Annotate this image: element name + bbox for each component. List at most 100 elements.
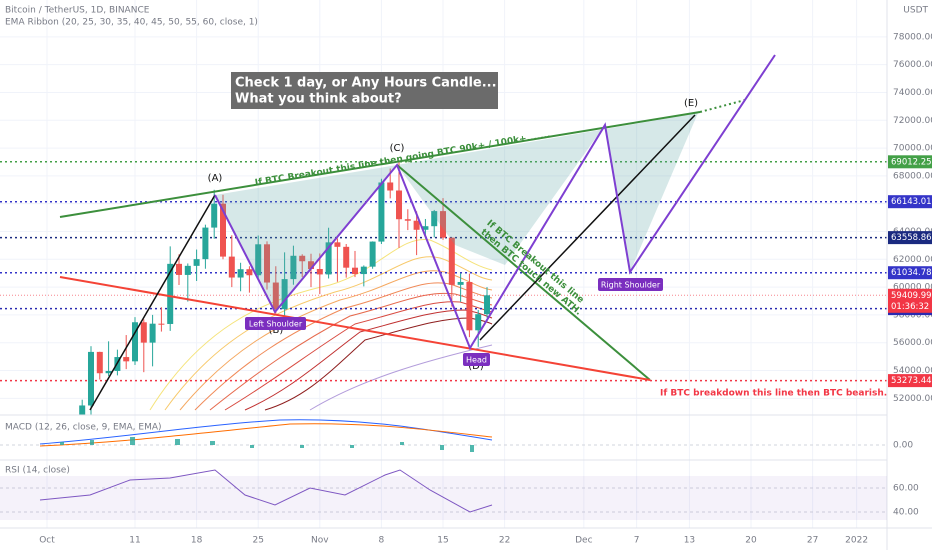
candle-body bbox=[352, 267, 359, 275]
y-tick-label: 52000.00 bbox=[893, 394, 932, 404]
trend-line bbox=[59, 276, 651, 381]
candle-body bbox=[87, 351, 94, 406]
y-tick-label: 0.00 bbox=[893, 441, 913, 451]
price-label: 53273.44 bbox=[891, 376, 932, 386]
candle-body bbox=[308, 261, 315, 270]
line-note: then BTC touch new ATH. bbox=[478, 228, 583, 318]
x-tick-label: 13 bbox=[684, 536, 695, 546]
label-text: Head bbox=[466, 356, 487, 365]
candle-body bbox=[140, 322, 147, 343]
y-tick-label: 54000.00 bbox=[893, 366, 932, 376]
candle-body bbox=[184, 265, 191, 275]
label-box bbox=[463, 353, 490, 366]
pattern-line bbox=[214, 54, 776, 351]
candle-body bbox=[281, 279, 288, 310]
candle-body bbox=[105, 370, 112, 374]
x-tick-label: 20 bbox=[745, 536, 757, 546]
label-box bbox=[598, 278, 663, 291]
candle-body bbox=[475, 314, 482, 331]
label-text: Left Shoulder bbox=[249, 320, 303, 329]
candle-body bbox=[369, 241, 376, 267]
price-label-box bbox=[888, 288, 932, 313]
point-label: (A) bbox=[208, 173, 223, 184]
indicator-label: MACD (12, 26, close, 9, EMA, EMA) bbox=[5, 423, 162, 433]
price-label-box bbox=[888, 266, 932, 280]
price-label: 66143.01 bbox=[891, 197, 932, 207]
price-label: 59409.99 bbox=[891, 291, 932, 301]
x-tick-label: Oct bbox=[39, 536, 55, 546]
axes: 52000.00 54000.00 56000.00 58000.00 60000.00… bbox=[39, 32, 932, 546]
candle-body bbox=[264, 244, 271, 283]
y-tick-label: 68000.00 bbox=[893, 171, 932, 181]
price-label: 61034.78 bbox=[891, 268, 932, 278]
candle-body bbox=[378, 182, 385, 242]
price-label-box bbox=[888, 155, 932, 169]
x-tick-label: 18 bbox=[191, 536, 203, 546]
candle-body bbox=[466, 281, 473, 331]
x-tick-label: 15 bbox=[437, 536, 448, 546]
trend-line bbox=[479, 114, 696, 341]
trend-line bbox=[89, 194, 216, 411]
candle-body bbox=[246, 269, 253, 276]
candle-body bbox=[193, 259, 200, 266]
countdown: 01:36:32 bbox=[891, 302, 929, 312]
price-label-box bbox=[888, 374, 932, 388]
point-label: (B) bbox=[269, 325, 284, 336]
y-tick-label: 60000.00 bbox=[893, 283, 932, 293]
signal-line bbox=[39, 423, 493, 447]
rsi bbox=[0, 469, 887, 520]
y-tick-label: 58000.00 bbox=[893, 310, 932, 320]
candle-body bbox=[404, 219, 411, 221]
candle-body bbox=[79, 405, 86, 415]
point-label: (C) bbox=[390, 143, 405, 154]
rsi-band bbox=[0, 476, 887, 520]
x-tick-label: 7 bbox=[634, 536, 640, 546]
y-tick-label: 56000.00 bbox=[893, 338, 932, 348]
price-label-box bbox=[888, 231, 932, 245]
grid bbox=[0, 0, 887, 528]
candle-body bbox=[299, 255, 306, 262]
symbol-title: Bitcoin / TetherUS, 1D, BINANCE bbox=[5, 6, 150, 16]
candle-body bbox=[272, 282, 279, 310]
candle-body bbox=[316, 269, 323, 275]
note-text: Check 1 day, or Any Hours Candle... bbox=[235, 76, 497, 91]
candle-body bbox=[360, 266, 367, 275]
candle-body bbox=[220, 203, 227, 257]
point-label: (E) bbox=[684, 98, 698, 109]
x-tick-label: Dec bbox=[575, 536, 592, 546]
point-label: (D) bbox=[468, 361, 484, 372]
candle-body bbox=[484, 295, 491, 315]
indicator-label: EMA Ribbon (20, 25, 30, 35, 40, 45, 50, … bbox=[5, 18, 258, 28]
candle-body bbox=[448, 237, 455, 285]
candle-body bbox=[396, 190, 403, 220]
note-text: What you think about? bbox=[235, 92, 402, 107]
x-tick-label: 22 bbox=[499, 536, 510, 546]
candle-body bbox=[149, 323, 156, 343]
candle-body bbox=[158, 323, 165, 325]
trend-line bbox=[396, 164, 651, 381]
candle-body bbox=[202, 227, 209, 260]
y-tick-label: 70000.00 bbox=[893, 144, 932, 154]
x-tick-label: 11 bbox=[129, 536, 140, 546]
price-label-box bbox=[888, 195, 932, 209]
y-tick-label: 40.00 bbox=[893, 508, 919, 518]
shade bbox=[397, 113, 698, 272]
y-tick-label: 74000.00 bbox=[893, 88, 932, 98]
candle-body bbox=[237, 269, 244, 278]
note-box bbox=[231, 72, 498, 109]
candle-body bbox=[131, 322, 138, 362]
candle-body bbox=[167, 263, 174, 324]
candle-body bbox=[255, 244, 262, 276]
candle-body bbox=[440, 211, 447, 238]
candle-body bbox=[176, 263, 183, 275]
rsi-line bbox=[39, 469, 493, 513]
trend-line bbox=[59, 111, 701, 218]
candle-body bbox=[325, 242, 332, 275]
candle-body bbox=[290, 255, 297, 280]
candle-body bbox=[96, 351, 103, 374]
drawings: Check 1 day, or Any Hours Candle... What… bbox=[59, 54, 887, 411]
candle-body bbox=[228, 256, 235, 278]
candle-body bbox=[334, 242, 341, 247]
y-tick-label: 62000.00 bbox=[893, 255, 932, 265]
x-tick-label: 2022 bbox=[845, 536, 868, 546]
